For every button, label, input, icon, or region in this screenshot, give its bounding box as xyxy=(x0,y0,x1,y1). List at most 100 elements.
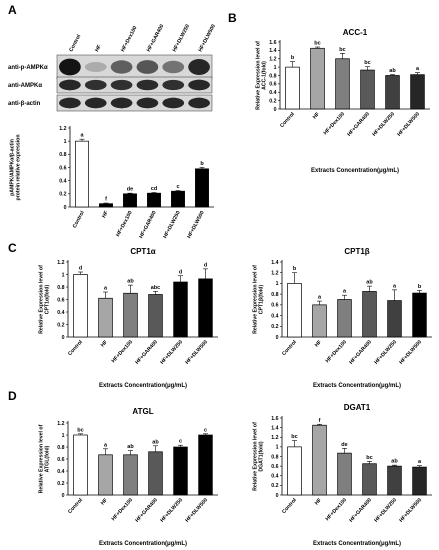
y-tick-label: 0.2 xyxy=(271,324,278,330)
blot-band xyxy=(84,79,107,91)
y-tick-label: 0.4 xyxy=(271,313,278,319)
y-tick-label: 1.2 xyxy=(57,260,64,266)
significance-label: cd xyxy=(151,186,157,192)
x-tick-label: HF xyxy=(101,210,110,219)
x-tick-label: HF+GAR400 xyxy=(138,210,157,240)
y-tick-label: 1 xyxy=(62,433,65,439)
bar xyxy=(310,47,325,110)
x-tick-label: Control xyxy=(281,339,298,357)
significance-label: a xyxy=(343,289,347,295)
significance-label: b xyxy=(293,266,297,272)
y-tick-label: 1.2 xyxy=(271,271,278,277)
blot-band xyxy=(136,60,159,74)
bar xyxy=(198,278,213,338)
bar xyxy=(410,74,425,110)
blot-band xyxy=(84,62,107,72)
significance-label: bc xyxy=(291,434,297,440)
y-tick-label: 0.6 xyxy=(271,464,278,470)
bar xyxy=(73,434,88,496)
bar xyxy=(360,69,375,110)
y-tick-label: 1.2 xyxy=(59,126,66,132)
blot-lane-label: HF+DLW500 xyxy=(198,23,217,53)
blot-band xyxy=(162,60,185,74)
y-tick-label: 1.6 xyxy=(271,416,278,422)
x-tick-label: HF+DLW250 xyxy=(162,210,181,240)
y-axis-label: Relative Expression level ofCPT1α(fold) xyxy=(39,265,51,334)
bar xyxy=(362,463,377,496)
x-tick-label: HF xyxy=(314,339,323,348)
x-tick-label: HF+GAR400 xyxy=(348,339,373,365)
x-tick-label: HF+DLW500 xyxy=(396,111,421,137)
x-tick-label: HF+GAR400 xyxy=(348,497,373,523)
significance-label: de xyxy=(127,187,133,193)
bar xyxy=(387,300,402,338)
bar xyxy=(75,140,89,208)
bar xyxy=(148,294,163,338)
significance-label: ab xyxy=(366,280,373,286)
y-tick-label: 1.4 xyxy=(271,260,278,266)
blot-band xyxy=(188,59,210,75)
blot-band xyxy=(188,79,210,91)
y-axis-label-line: Relative Expression level of xyxy=(39,424,45,493)
blot-lane-label: HF+GAR400 xyxy=(146,23,165,53)
significance-label: ab xyxy=(391,459,398,465)
significance-label: b xyxy=(291,55,295,61)
y-tick-label: 0.4 xyxy=(57,310,64,316)
x-axis-label: Extracts Concentration(μg/mL) xyxy=(313,541,401,547)
y-tick-label: 0 xyxy=(274,107,277,113)
y-axis-label-line: ACC-1(fold) xyxy=(262,61,268,90)
significance-label: bc xyxy=(77,427,83,433)
significance-label: a xyxy=(418,459,422,465)
blot-band xyxy=(188,97,210,109)
x-tick-label: HF+DLW500 xyxy=(398,339,423,365)
x-tick-label: Control xyxy=(279,111,296,129)
x-tick-label: HF+Dex100 xyxy=(325,497,348,522)
x-tick-label: HF+Dex100 xyxy=(111,339,134,364)
x-tick-label: HF+DLW500 xyxy=(398,497,423,523)
y-axis-label: Relative Expression level ofATGL(fold) xyxy=(39,424,51,493)
bar xyxy=(73,274,88,338)
significance-label: c xyxy=(179,439,182,445)
significance-label: ab xyxy=(152,439,159,445)
bar xyxy=(312,304,327,338)
x-tick-label: HF+Dex100 xyxy=(323,111,346,136)
bar xyxy=(312,424,327,496)
x-tick-label: HF xyxy=(312,111,321,120)
y-tick-label: 0.2 xyxy=(59,192,66,198)
significance-label: a xyxy=(104,286,108,292)
x-tick-label: HF+Dex100 xyxy=(325,339,348,364)
bar xyxy=(123,292,138,338)
y-tick-label: 0 xyxy=(64,205,67,211)
y-tick-label: 0 xyxy=(62,335,65,341)
significance-label: c xyxy=(176,184,179,190)
y-axis-label-line: CPT1α(fold) xyxy=(45,285,51,315)
y-axis-label-line: DGAT1(fold) xyxy=(259,441,265,471)
significance-label: d xyxy=(204,262,207,268)
bar xyxy=(335,58,350,110)
y-tick-label: 0.4 xyxy=(59,178,66,184)
y-tick-label: 0.8 xyxy=(271,454,278,460)
y-tick-label: 0.6 xyxy=(271,303,278,309)
y-tick-label: 1.2 xyxy=(269,57,276,63)
chart-title: CPT1β xyxy=(344,247,369,256)
significance-label: f xyxy=(105,197,107,203)
y-tick-label: 0 xyxy=(62,493,65,499)
significance-label: de xyxy=(341,442,347,448)
y-axis-label: pAMPK/AMPKα/β-actinprotein relative expr… xyxy=(10,134,22,200)
bar xyxy=(285,66,300,110)
y-tick-label: 1.2 xyxy=(271,435,278,441)
x-axis-label: Extracts Concentration(μg/mL) xyxy=(99,541,187,547)
y-tick-label: 0.8 xyxy=(271,292,278,298)
chart-cpt1b: CPT1β 0 0.2 0.4 0.6 0.8 1 1.2 1.4 Relative Expres… xyxy=(253,247,432,389)
y-tick-label: 0.2 xyxy=(57,322,64,328)
panel-label-d: D xyxy=(8,389,17,403)
bar xyxy=(171,190,185,208)
blot-band xyxy=(59,58,81,76)
y-axis-label-line: Relative Expression level of xyxy=(39,265,45,334)
x-axis-label: Extracts Concentration(μg/mL) xyxy=(311,168,399,174)
bar xyxy=(99,203,113,208)
y-tick-label: 0.6 xyxy=(57,457,64,463)
y-axis-label: Relative Expression level ofDGAT1(fold) xyxy=(253,422,265,491)
bar xyxy=(148,451,163,496)
